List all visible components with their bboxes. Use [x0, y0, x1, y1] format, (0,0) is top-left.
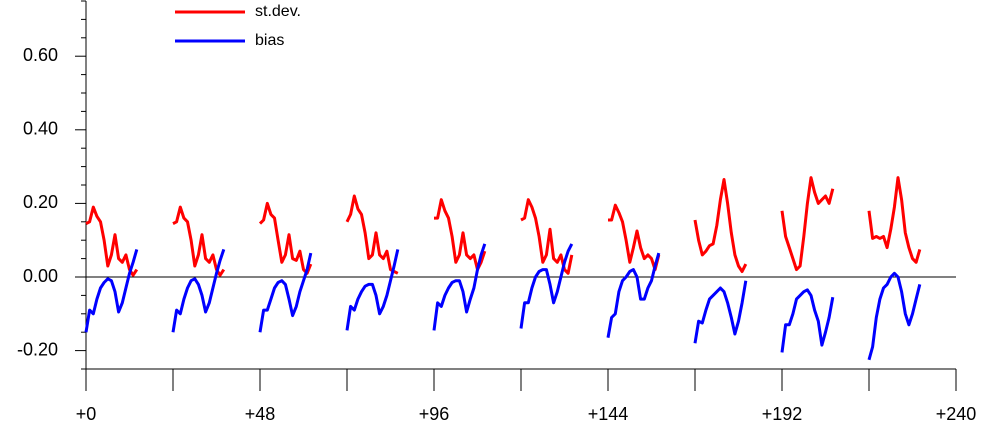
y-tick-label: 0.20	[23, 192, 58, 212]
x-tick-label: +192	[762, 404, 803, 423]
y-tick-label: -0.20	[17, 339, 58, 359]
y-tick-label: 0.60	[23, 45, 58, 65]
x-tick-label: +96	[419, 404, 450, 423]
legend-label: bias	[255, 32, 284, 49]
series-line	[84, 243, 922, 361]
y-tick-label: 0.00	[23, 266, 58, 286]
x-tick-label: +0	[76, 404, 97, 423]
y-tick-label: 0.40	[23, 119, 58, 139]
x-tick-label: +144	[588, 404, 629, 423]
x-tick-label: +48	[245, 404, 276, 423]
series-line	[85, 176, 922, 277]
x-tick-label: +240	[936, 404, 977, 423]
legend-label: st.dev.	[255, 3, 301, 20]
